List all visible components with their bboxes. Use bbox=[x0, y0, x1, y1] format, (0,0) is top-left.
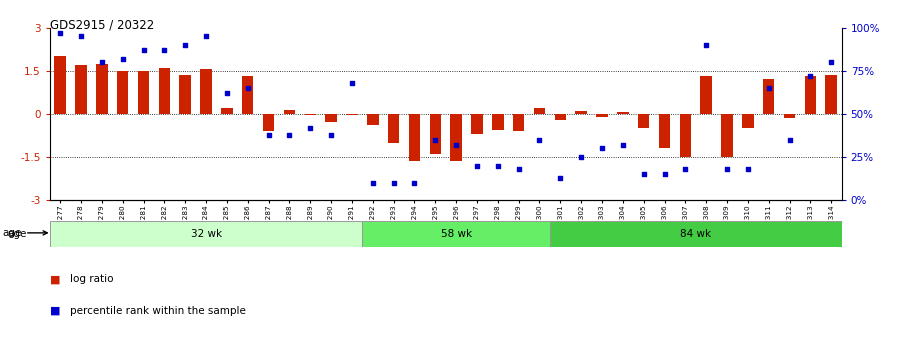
Bar bbox=[362, 221, 550, 247]
Text: log ratio: log ratio bbox=[70, 275, 113, 284]
Point bbox=[719, 166, 734, 172]
Point bbox=[116, 56, 130, 61]
Point bbox=[407, 180, 422, 186]
Point bbox=[511, 166, 526, 172]
Bar bbox=[451, 114, 462, 161]
Point bbox=[636, 171, 651, 177]
Point bbox=[657, 171, 672, 177]
Bar bbox=[283, 110, 295, 114]
Point bbox=[157, 47, 172, 53]
Bar bbox=[409, 114, 420, 161]
Point bbox=[491, 163, 505, 168]
Text: 32 wk: 32 wk bbox=[191, 229, 222, 239]
Bar bbox=[304, 114, 316, 115]
Text: ■: ■ bbox=[50, 275, 61, 284]
Point bbox=[241, 85, 255, 91]
Text: 84 wk: 84 wk bbox=[681, 229, 711, 239]
Point bbox=[386, 180, 401, 186]
Bar bbox=[680, 114, 691, 157]
Bar bbox=[638, 114, 650, 128]
Bar bbox=[472, 114, 482, 134]
Bar bbox=[158, 68, 170, 114]
Text: age: age bbox=[7, 229, 26, 238]
Bar bbox=[659, 114, 671, 148]
Text: percentile rank within the sample: percentile rank within the sample bbox=[70, 306, 245, 315]
Bar bbox=[721, 114, 733, 157]
Bar bbox=[138, 71, 149, 114]
Bar bbox=[347, 114, 357, 115]
Bar bbox=[367, 114, 378, 125]
Point bbox=[282, 132, 297, 137]
Point bbox=[178, 42, 193, 48]
Bar bbox=[742, 114, 754, 128]
Text: ■: ■ bbox=[50, 306, 61, 315]
Bar bbox=[825, 75, 837, 114]
Point bbox=[782, 137, 796, 142]
Bar bbox=[326, 114, 337, 122]
Text: age: age bbox=[3, 228, 47, 238]
Point bbox=[615, 142, 630, 148]
Bar bbox=[388, 114, 399, 142]
Bar bbox=[534, 108, 545, 114]
Point bbox=[678, 166, 692, 172]
Point bbox=[324, 132, 338, 137]
Point bbox=[262, 132, 276, 137]
Bar bbox=[617, 112, 629, 114]
Point bbox=[761, 85, 776, 91]
Bar bbox=[550, 221, 842, 247]
Point bbox=[345, 80, 359, 86]
Point bbox=[428, 137, 443, 142]
Bar bbox=[75, 65, 87, 114]
Bar bbox=[221, 108, 233, 114]
Point bbox=[553, 175, 567, 180]
Point bbox=[137, 47, 151, 53]
Point bbox=[824, 59, 838, 65]
Bar bbox=[596, 114, 608, 117]
Point bbox=[574, 154, 588, 160]
Point bbox=[366, 180, 380, 186]
Bar bbox=[117, 71, 129, 114]
Text: GDS2915 / 20322: GDS2915 / 20322 bbox=[50, 19, 154, 32]
Bar bbox=[513, 114, 524, 131]
Point bbox=[220, 90, 234, 96]
Point bbox=[595, 146, 609, 151]
Point bbox=[74, 33, 89, 39]
Bar bbox=[200, 69, 212, 114]
Point bbox=[532, 137, 547, 142]
Bar bbox=[784, 114, 795, 118]
Point bbox=[199, 33, 214, 39]
Point bbox=[470, 163, 484, 168]
Text: 58 wk: 58 wk bbox=[441, 229, 472, 239]
Bar bbox=[492, 114, 503, 130]
Bar bbox=[576, 111, 587, 114]
Bar bbox=[262, 114, 274, 131]
Point bbox=[803, 73, 817, 79]
Bar bbox=[430, 114, 441, 154]
Bar bbox=[763, 79, 775, 114]
Bar bbox=[54, 56, 66, 114]
Bar bbox=[555, 114, 566, 120]
Point bbox=[95, 59, 110, 65]
Point bbox=[53, 30, 68, 36]
Bar bbox=[50, 221, 362, 247]
Bar bbox=[96, 63, 108, 114]
Point bbox=[303, 125, 318, 130]
Point bbox=[740, 166, 755, 172]
Point bbox=[699, 42, 713, 48]
Bar bbox=[805, 77, 816, 114]
Bar bbox=[700, 77, 712, 114]
Bar bbox=[179, 75, 191, 114]
Bar bbox=[242, 77, 253, 114]
Point bbox=[449, 142, 463, 148]
